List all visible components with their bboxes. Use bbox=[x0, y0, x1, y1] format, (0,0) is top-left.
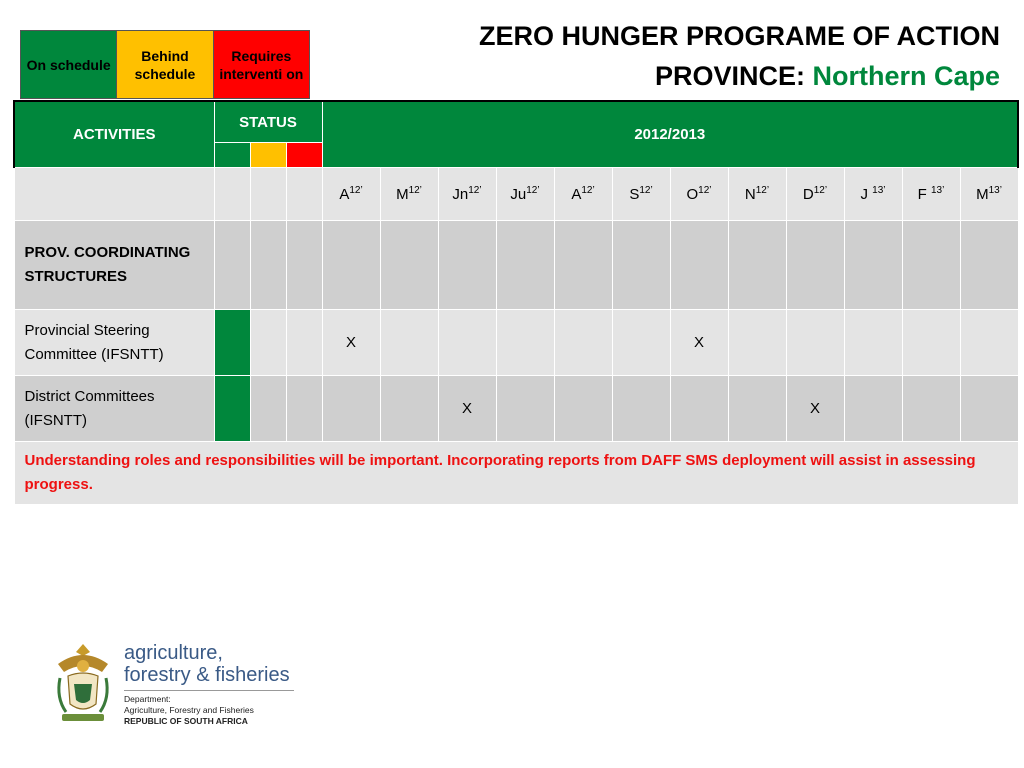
coat-of-arms-icon bbox=[57, 644, 109, 721]
month-cell bbox=[843, 375, 903, 442]
status-cell-on-schedule bbox=[213, 309, 251, 376]
month-cell bbox=[727, 220, 787, 310]
month-cell bbox=[727, 375, 787, 442]
table-row: PROV. COORDINATING STRUCTURES bbox=[13, 220, 1019, 310]
month-blank bbox=[249, 167, 287, 221]
activity-label: District Committees (IFSNTT) bbox=[13, 375, 215, 442]
month-sep: S12’ bbox=[611, 167, 671, 221]
month-cell bbox=[959, 309, 1019, 376]
month-cell bbox=[785, 309, 845, 376]
table-row: District Committees (IFSNTT) X X bbox=[13, 375, 1019, 442]
status-header: STATUS bbox=[213, 100, 323, 143]
month-cell bbox=[321, 220, 381, 310]
month-cell bbox=[553, 220, 613, 310]
logo-dept2: Agriculture, Forestry and Fisheries bbox=[124, 705, 254, 715]
month-may: M12’ bbox=[379, 167, 439, 221]
month-cell bbox=[321, 375, 381, 442]
status-swatch-red bbox=[285, 142, 323, 168]
title-line2: PROVINCE: Northern Cape bbox=[479, 56, 1000, 96]
month-cell: X bbox=[437, 375, 497, 442]
month-cell bbox=[379, 375, 439, 442]
activity-table: ACTIVITIES STATUS 2012/2013 A12’ M12’ Jn… bbox=[13, 100, 1020, 505]
month-cell bbox=[553, 309, 613, 376]
activity-label: PROV. COORDINATING STRUCTURES bbox=[13, 220, 215, 310]
status-cell-on-schedule bbox=[213, 375, 251, 442]
month-cell bbox=[959, 375, 1019, 442]
month-jul: Ju12’ bbox=[495, 167, 555, 221]
status-cell bbox=[249, 309, 287, 376]
month-cell bbox=[611, 375, 671, 442]
status-swatch-green bbox=[213, 142, 251, 168]
note-text: Understanding roles and responsibilities… bbox=[13, 441, 1019, 505]
logo-divider bbox=[124, 690, 294, 691]
month-cell bbox=[843, 220, 903, 310]
month-cell bbox=[901, 220, 961, 310]
month-cell bbox=[785, 220, 845, 310]
status-swatch-amber bbox=[249, 142, 287, 168]
status-cell bbox=[249, 220, 287, 310]
month-jan: J 13’ bbox=[843, 167, 903, 221]
month-cell bbox=[669, 220, 729, 310]
month-jun: Jn12’ bbox=[437, 167, 497, 221]
status-cell bbox=[285, 375, 323, 442]
legend-on-schedule: On schedule bbox=[21, 31, 118, 98]
month-feb: F 13’ bbox=[901, 167, 961, 221]
month-cell: X bbox=[669, 309, 729, 376]
status-cell bbox=[213, 220, 251, 310]
month-cell: X bbox=[785, 375, 845, 442]
month-aug: A12’ bbox=[553, 167, 613, 221]
status-legend: On schedule Behind schedule Requires int… bbox=[20, 30, 310, 99]
month-cell bbox=[379, 220, 439, 310]
month-cell bbox=[495, 375, 555, 442]
province-value: Northern Cape bbox=[812, 61, 1000, 91]
logo-line2: forestry & fisheries bbox=[124, 664, 290, 686]
activities-header: ACTIVITIES bbox=[13, 100, 215, 168]
logo-dept3: REPUBLIC OF SOUTH AFRICA bbox=[124, 716, 248, 726]
month-cell bbox=[901, 375, 961, 442]
month-oct: O12’ bbox=[669, 167, 729, 221]
month-cell bbox=[495, 220, 555, 310]
month-cell bbox=[611, 309, 671, 376]
legend-behind-schedule: Behind schedule bbox=[117, 31, 214, 98]
month-cell bbox=[437, 309, 497, 376]
month-cell bbox=[901, 309, 961, 376]
logo-dept1: Department: bbox=[124, 694, 171, 704]
month-blank bbox=[213, 167, 251, 221]
month-cell: X bbox=[321, 309, 381, 376]
month-cell bbox=[669, 375, 729, 442]
legend-requires-intervention: Requires interventi on bbox=[213, 31, 309, 98]
status-cell bbox=[285, 309, 323, 376]
province-label: PROVINCE: bbox=[654, 61, 813, 91]
month-mar: M13’ bbox=[959, 167, 1019, 221]
month-dec: D12’ bbox=[785, 167, 845, 221]
month-cell bbox=[437, 220, 497, 310]
month-cell bbox=[379, 309, 439, 376]
month-blank bbox=[285, 167, 323, 221]
logo-text: agriculture, forestry & fisheries Depart… bbox=[124, 642, 294, 727]
table-row: Provincial Steering Committee (IFSNTT) X… bbox=[13, 309, 1019, 376]
status-cell bbox=[249, 375, 287, 442]
month-cell bbox=[553, 375, 613, 442]
title-line1: ZERO HUNGER PROGRAME OF ACTION bbox=[478, 21, 1000, 51]
month-cell bbox=[495, 309, 555, 376]
department-logo: agriculture, forestry & fisheries Depart… bbox=[52, 642, 312, 728]
page-title: ZERO HUNGER PROGRAME OF ACTION PROVINCE:… bbox=[479, 16, 1000, 96]
month-apr: A12’ bbox=[321, 167, 381, 221]
note-row: Understanding roles and responsibilities… bbox=[13, 441, 1019, 505]
activity-label: Provincial Steering Committee (IFSNTT) bbox=[13, 309, 215, 376]
month-header-row: A12’ M12’ Jn12’ Ju12’ A12’ S12’ O12’ N12… bbox=[13, 167, 1019, 221]
month-cell bbox=[727, 309, 787, 376]
logo-line1: agriculture, bbox=[124, 642, 223, 664]
month-blank bbox=[13, 167, 215, 221]
month-cell bbox=[843, 309, 903, 376]
month-cell bbox=[611, 220, 671, 310]
month-cell bbox=[959, 220, 1019, 310]
status-cell bbox=[285, 220, 323, 310]
month-nov: N12’ bbox=[727, 167, 787, 221]
year-header: 2012/2013 bbox=[321, 100, 1020, 168]
